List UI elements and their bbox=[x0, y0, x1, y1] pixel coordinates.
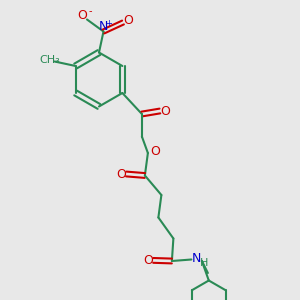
Text: N: N bbox=[99, 20, 108, 34]
Text: O: O bbox=[143, 254, 153, 267]
Text: CH₃: CH₃ bbox=[40, 55, 61, 65]
Text: O: O bbox=[160, 104, 170, 118]
Text: O: O bbox=[78, 9, 87, 22]
Text: O: O bbox=[124, 14, 133, 28]
Text: +: + bbox=[106, 20, 112, 28]
Text: O: O bbox=[116, 167, 126, 181]
Text: N: N bbox=[192, 252, 202, 265]
Text: O: O bbox=[150, 145, 160, 158]
Text: H: H bbox=[200, 257, 208, 268]
Text: -: - bbox=[88, 6, 92, 16]
